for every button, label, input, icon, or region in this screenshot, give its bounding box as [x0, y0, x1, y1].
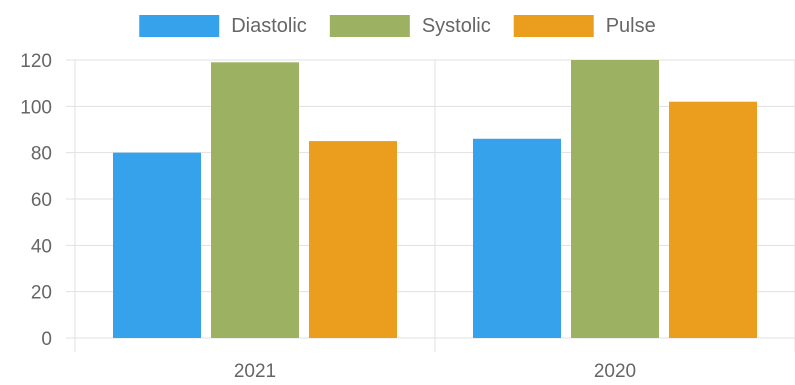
- chart-legend[interactable]: Diastolic Systolic Pulse: [139, 15, 656, 37]
- legend-label-systolic: Systolic: [422, 15, 491, 37]
- bar-systolic-2020[interactable]: [571, 60, 659, 338]
- bar-diastolic-2020[interactable]: [473, 138, 561, 338]
- y-tick-label: 60: [31, 190, 52, 211]
- legend-swatch-systolic: [329, 15, 410, 37]
- y-tick-label: 120: [20, 51, 52, 72]
- legend-swatch-pulse: [513, 15, 594, 37]
- legend-label-pulse: Pulse: [606, 15, 656, 37]
- legend-item-diastolic[interactable]: Diastolic: [139, 15, 307, 37]
- bar-systolic-2021[interactable]: [211, 62, 299, 339]
- legend-label-diastolic: Diastolic: [231, 15, 307, 37]
- x-tick-label: 2020: [594, 361, 636, 382]
- chart-bars: [113, 60, 757, 339]
- y-tick-label: 80: [31, 144, 52, 165]
- y-axis: 0 20 40 60 80 100 120: [20, 51, 52, 350]
- bar-pulse-2020[interactable]: [669, 101, 757, 338]
- bar-diastolic-2021[interactable]: [113, 152, 201, 338]
- y-tick-label: 100: [20, 97, 52, 118]
- x-axis: 2021 2020: [234, 361, 636, 382]
- legend-swatch-diastolic: [139, 15, 220, 37]
- bar-pulse-2021[interactable]: [309, 141, 397, 338]
- y-tick-label: 20: [31, 283, 52, 304]
- legend-item-pulse[interactable]: Pulse: [513, 15, 656, 37]
- legend-item-systolic[interactable]: Systolic: [329, 15, 491, 37]
- x-tick-label: 2021: [234, 361, 276, 382]
- y-tick-label: 0: [41, 329, 52, 350]
- y-tick-label: 40: [31, 236, 52, 257]
